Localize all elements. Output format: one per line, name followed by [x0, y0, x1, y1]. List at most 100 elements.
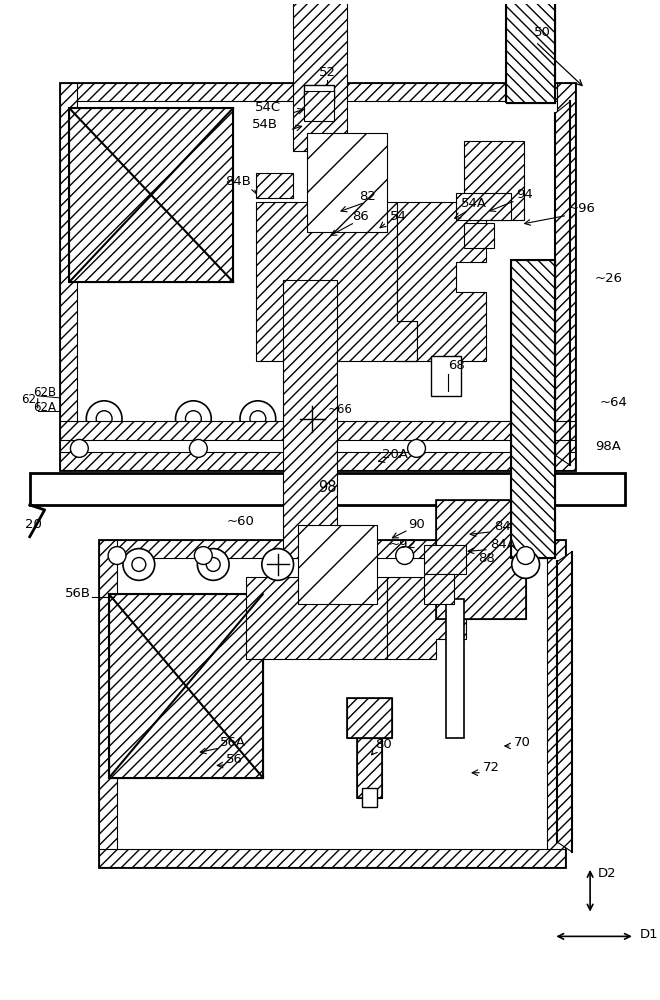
Bar [304, 85, 334, 103]
Circle shape [71, 440, 88, 457]
Text: ~26: ~26 [595, 272, 623, 285]
Circle shape [294, 401, 330, 437]
Bar [511, 260, 556, 558]
Circle shape [189, 440, 207, 457]
Circle shape [108, 547, 126, 564]
Bar [59, 83, 576, 470]
Bar [446, 599, 464, 738]
Bar [256, 173, 292, 198]
Text: 84B: 84B [225, 175, 251, 188]
Polygon shape [256, 202, 416, 361]
Bar [109, 594, 263, 778]
Circle shape [250, 411, 266, 427]
Bar [308, 133, 387, 232]
Text: 62A: 62A [34, 401, 57, 414]
Text: 62: 62 [20, 393, 36, 406]
Bar [424, 574, 454, 604]
Text: ~66: ~66 [328, 403, 353, 416]
Text: 84A: 84A [490, 538, 516, 551]
Circle shape [176, 401, 211, 437]
Bar [464, 141, 523, 220]
Circle shape [197, 549, 229, 580]
Polygon shape [556, 101, 570, 465]
Bar [69, 108, 233, 282]
Text: 52: 52 [319, 66, 336, 79]
Circle shape [512, 551, 539, 578]
Polygon shape [397, 202, 486, 361]
Text: 54C: 54C [255, 101, 280, 114]
Polygon shape [99, 849, 566, 867]
Polygon shape [246, 577, 387, 659]
Polygon shape [547, 540, 566, 867]
Circle shape [517, 547, 535, 564]
Polygon shape [59, 452, 576, 470]
Bar [464, 223, 494, 248]
Polygon shape [99, 540, 566, 558]
Bar [347, 698, 392, 738]
Circle shape [96, 411, 112, 427]
Bar [282, 280, 337, 558]
Bar [298, 525, 377, 604]
Text: 80: 80 [375, 738, 391, 751]
Text: 88: 88 [478, 552, 495, 565]
Text: 84: 84 [494, 520, 511, 533]
Circle shape [262, 549, 294, 580]
Text: 50: 50 [534, 26, 551, 39]
Text: 90: 90 [409, 518, 425, 531]
Bar [436, 500, 525, 619]
Circle shape [132, 558, 146, 571]
Text: 94: 94 [515, 188, 533, 201]
Text: 70: 70 [513, 736, 531, 749]
Text: D1: D1 [640, 928, 658, 941]
Text: 82: 82 [359, 190, 376, 203]
Circle shape [123, 549, 154, 580]
Polygon shape [558, 552, 572, 852]
Bar [304, 91, 334, 121]
Bar [436, 500, 525, 619]
Text: ~60: ~60 [226, 515, 254, 528]
Bar [357, 738, 382, 798]
Text: 98A: 98A [595, 440, 621, 453]
Bar [357, 738, 382, 798]
Bar [109, 594, 263, 778]
Bar [59, 421, 576, 440]
Polygon shape [59, 83, 576, 101]
Circle shape [86, 401, 122, 437]
Bar [511, 260, 556, 558]
Text: 72: 72 [483, 761, 500, 774]
Polygon shape [387, 577, 466, 659]
Bar [456, 193, 511, 220]
Text: 86: 86 [352, 210, 369, 223]
Circle shape [185, 411, 201, 427]
Text: 62B: 62B [34, 386, 57, 399]
Text: 68: 68 [448, 359, 465, 372]
Bar [99, 540, 566, 867]
Text: ~64: ~64 [600, 396, 628, 409]
Text: 56: 56 [226, 753, 243, 766]
Circle shape [396, 547, 414, 564]
Text: 20: 20 [25, 518, 42, 531]
Polygon shape [99, 540, 117, 867]
Bar [30, 473, 625, 505]
Bar [506, 0, 556, 103]
Polygon shape [59, 83, 77, 470]
Text: D2: D2 [598, 867, 616, 880]
Circle shape [195, 547, 213, 564]
Bar [347, 698, 392, 738]
Text: ~96: ~96 [568, 202, 595, 215]
Text: ~92: ~92 [389, 538, 416, 551]
Text: 56B: 56B [65, 587, 91, 600]
Text: 54B: 54B [251, 118, 278, 131]
Bar [362, 788, 377, 807]
Bar [506, 0, 556, 103]
Bar [432, 356, 461, 396]
Circle shape [408, 440, 426, 457]
Text: 56A: 56A [220, 736, 246, 749]
Circle shape [207, 558, 220, 571]
Polygon shape [558, 83, 576, 470]
Text: 54: 54 [390, 210, 407, 223]
Circle shape [521, 440, 539, 457]
Text: 20A: 20A [382, 448, 408, 461]
Bar [69, 108, 233, 282]
Circle shape [240, 401, 276, 437]
